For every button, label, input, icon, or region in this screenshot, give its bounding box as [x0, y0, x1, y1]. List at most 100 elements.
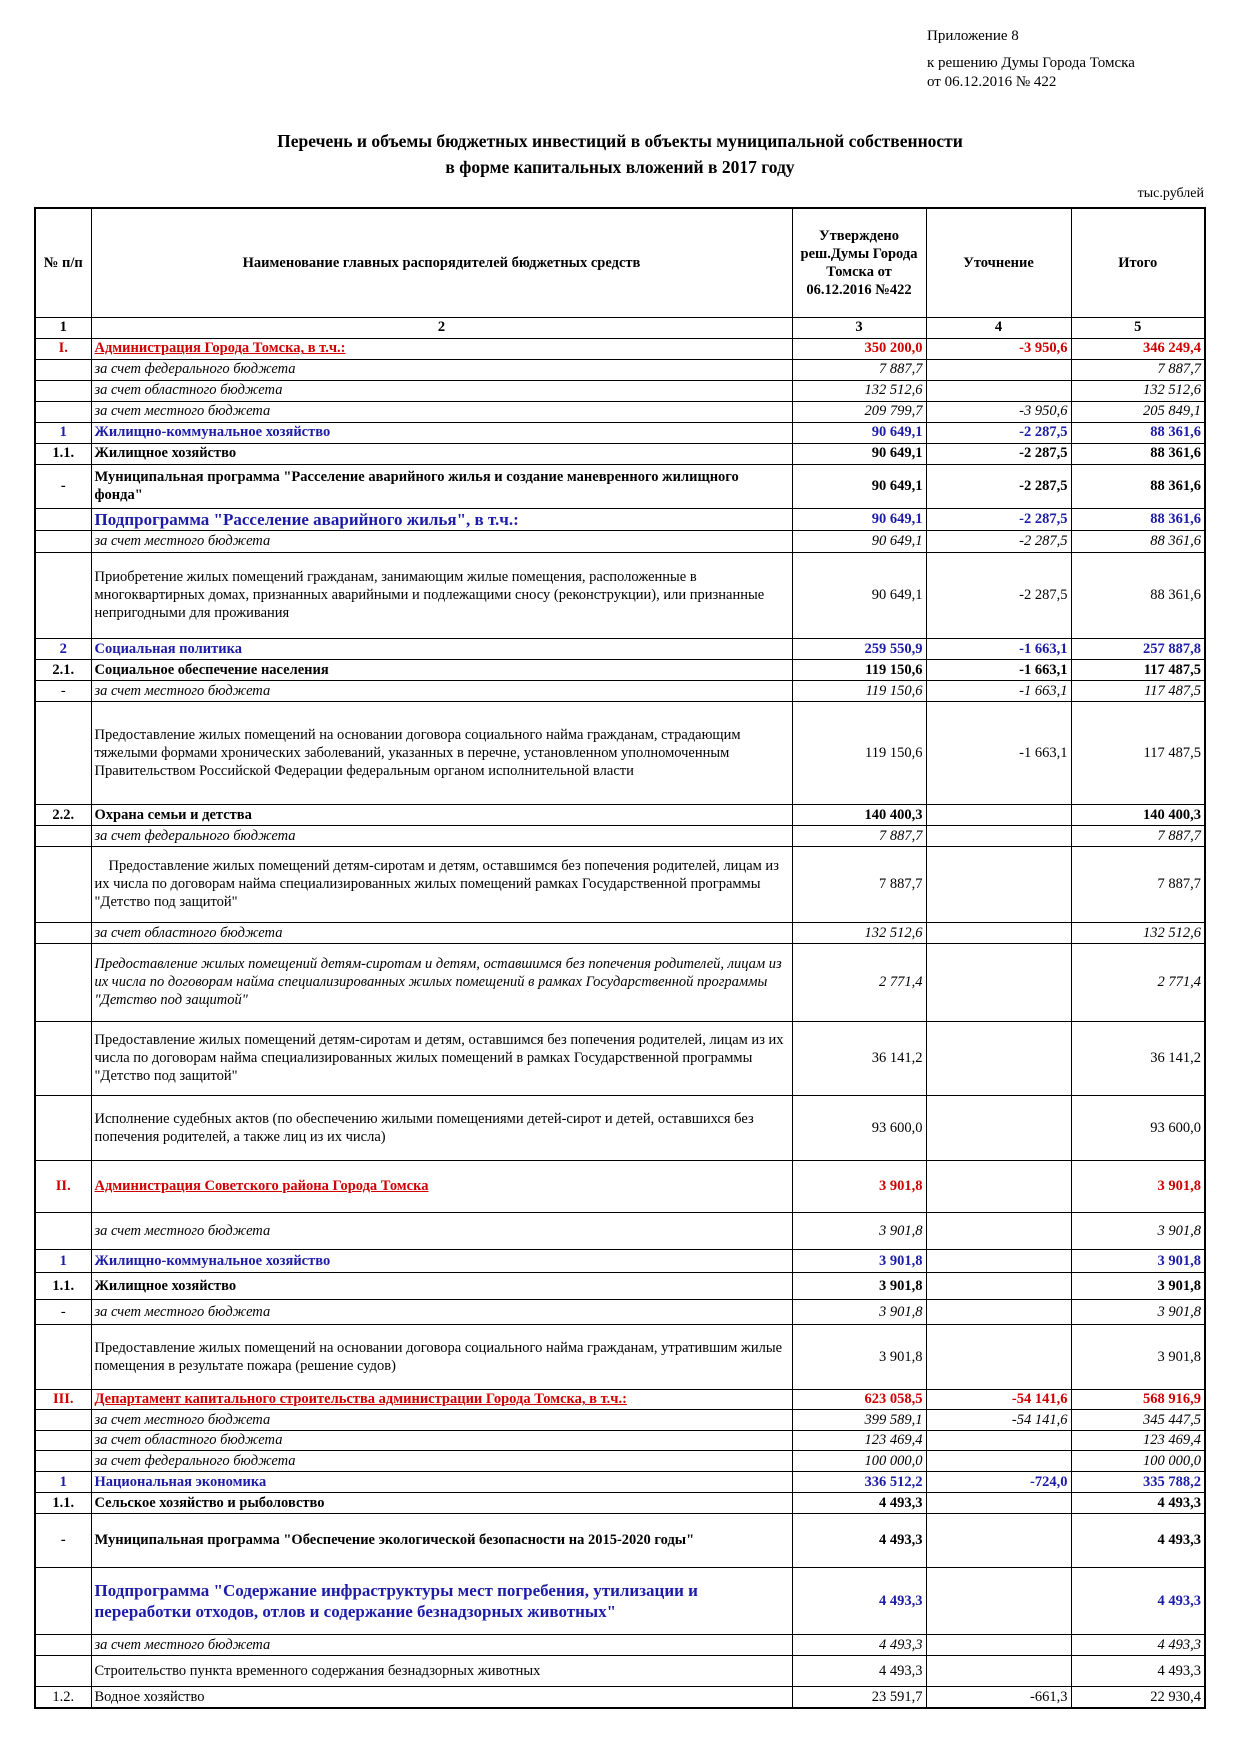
row-number [34, 1020, 92, 1096]
total: 346 249,4 [1070, 337, 1206, 360]
adjustment: -54 141,6 [925, 1408, 1072, 1431]
approved: 123 469,4 [791, 1429, 927, 1451]
row-number: 2 [34, 637, 92, 660]
table-row: 1.1. Жилищное хозяйство 3 901,8 3 901,8 [34, 1271, 1206, 1300]
total: 4 493,3 [1070, 1633, 1206, 1656]
adjustment: -1 663,1 [925, 637, 1072, 660]
row-number [34, 1429, 92, 1451]
row-name: Сельское хозяйство и рыболовство [90, 1491, 793, 1514]
row-name: Предоставление жилых помещений на основа… [90, 1323, 793, 1390]
adjustment [925, 1323, 1072, 1390]
approved: 4 493,3 [791, 1491, 927, 1514]
adjustment [925, 1020, 1072, 1096]
adjustment [925, 1491, 1072, 1514]
row-number: - [34, 463, 92, 509]
row-number [34, 1323, 92, 1390]
row-name: Предоставление жилых помещений детям-сир… [90, 1020, 793, 1096]
col-header: Уточнение [925, 207, 1072, 318]
adjustment [925, 1512, 1072, 1568]
approved: 132 512,6 [791, 379, 927, 402]
approved: 3 901,8 [791, 1159, 927, 1213]
row-name: за счет местного бюджета [90, 679, 793, 702]
table-row: за счет федерального бюджета 7 887,7 7 887… [34, 358, 1206, 381]
total: 117 487,5 [1070, 658, 1206, 681]
approved: 90 649,1 [791, 529, 927, 553]
adjustment: -1 663,1 [925, 679, 1072, 702]
table-row: за счет областного бюджета 132 512,6 132 5… [34, 379, 1206, 402]
total: 3 901,8 [1070, 1248, 1206, 1273]
table-row: Приобретение жилых помещений гражданам, … [34, 551, 1206, 639]
total: 132 512,6 [1070, 921, 1206, 944]
approved: 90 649,1 [791, 442, 927, 465]
adjustment: -2 287,5 [925, 507, 1072, 531]
table-row: 1 Жилищно-коммунальное хозяйство 90 649,1-… [34, 421, 1206, 444]
row-name: Исполнение судебных актов (по обеспечени… [90, 1094, 793, 1161]
approved: 7 887,7 [791, 824, 927, 847]
approved: 3 901,8 [791, 1248, 927, 1273]
unit: тыс.рублей [1137, 186, 1204, 201]
adjustment [925, 1566, 1072, 1635]
adjustment [925, 921, 1072, 944]
adjustment [925, 824, 1072, 847]
approved: 140 400,3 [791, 803, 927, 826]
approved: 4 493,3 [791, 1654, 927, 1687]
table-row: за счет федерального бюджета 100 000,0 100… [34, 1449, 1206, 1472]
row-number [34, 507, 92, 531]
row-name: Строительство пункта временного содержан… [90, 1654, 793, 1687]
adjustment: -2 287,5 [925, 421, 1072, 444]
decision: к решению Думы Города Томска [927, 55, 1135, 71]
total: 257 887,8 [1070, 637, 1206, 660]
row-number: 1 [34, 1470, 92, 1493]
number-row: 1 2 3 4 5 [34, 316, 1206, 339]
row-name: Муниципальная программа "Обеспечение эко… [90, 1512, 793, 1568]
table-row: 1.1. Сельское хозяйство и рыболовство 4 49… [34, 1491, 1206, 1514]
row-name: Жилищное хозяйство [90, 1271, 793, 1300]
row-number [34, 700, 92, 805]
total: 88 361,6 [1070, 529, 1206, 553]
table-row: за счет местного бюджета 209 799,7 -3 950,… [34, 400, 1206, 423]
row-name: за счет федерального бюджета [90, 824, 793, 847]
table-row: III. Департамент капитального строительст… [34, 1388, 1206, 1410]
table-row: - за счет местного бюджета 119 150,6 -1 663… [34, 679, 1206, 702]
total: 4 493,3 [1070, 1654, 1206, 1687]
table-row: 1.2. Водное хозяйство 23 591,7 -661,3 22 930… [34, 1685, 1206, 1709]
table-row: 1 Жилищно-коммунальное хозяйство 3 901,8 3 … [34, 1248, 1206, 1273]
table-row: Исполнение судебных актов (по обеспечени… [34, 1094, 1206, 1161]
table-row: за счет местного бюджета 3 901,8 3 901,8 [34, 1211, 1206, 1250]
total: 88 361,6 [1070, 421, 1206, 444]
table-row: Подпрограмма "Расселение аварийного жиль… [34, 507, 1206, 531]
table-row: - Муниципальная программа "Обеспечение эк… [34, 1512, 1206, 1568]
approved: 3 901,8 [791, 1271, 927, 1300]
adjustment [925, 845, 1072, 923]
row-name: за счет федерального бюджета [90, 358, 793, 381]
col-header: Утверждено реш.Думы Города Томска от 06.… [791, 207, 927, 318]
row-number: 2.2. [34, 803, 92, 826]
row-name: Жилищное хозяйство [90, 442, 793, 465]
table-row: Предоставление жилых помещений на основа… [34, 1323, 1206, 1390]
approved: 399 589,1 [791, 1408, 927, 1431]
total: 117 487,5 [1070, 679, 1206, 702]
adjustment [925, 1211, 1072, 1250]
adjustment [925, 942, 1072, 1022]
total: 36 141,2 [1070, 1020, 1206, 1096]
table-row: Предоставление жилых помещений детям-сир… [34, 942, 1206, 1022]
row-name: за счет местного бюджета [90, 400, 793, 423]
approved: 23 591,7 [791, 1685, 927, 1709]
approved: 336 512,2 [791, 1470, 927, 1493]
row-name: Жилищно-коммунальное хозяйство [90, 1248, 793, 1273]
adjustment: -2 287,5 [925, 463, 1072, 509]
row-number [34, 358, 92, 381]
adjustment [925, 1248, 1072, 1273]
col-number: 2 [90, 316, 793, 339]
table-row: I. Администрация Города Томска, в т.ч.: 35… [34, 337, 1206, 360]
approved: 36 141,2 [791, 1020, 927, 1096]
total: 88 361,6 [1070, 463, 1206, 509]
row-name: Жилищно-коммунальное хозяйство [90, 421, 793, 444]
table-row: Предоставление жилых помещений детям-сир… [34, 845, 1206, 923]
col-header: Итого [1070, 207, 1206, 318]
adjustment [925, 379, 1072, 402]
approved: 4 493,3 [791, 1512, 927, 1568]
row-number [34, 1211, 92, 1250]
approved: 132 512,6 [791, 921, 927, 944]
row-name: Водное хозяйство [90, 1685, 793, 1709]
